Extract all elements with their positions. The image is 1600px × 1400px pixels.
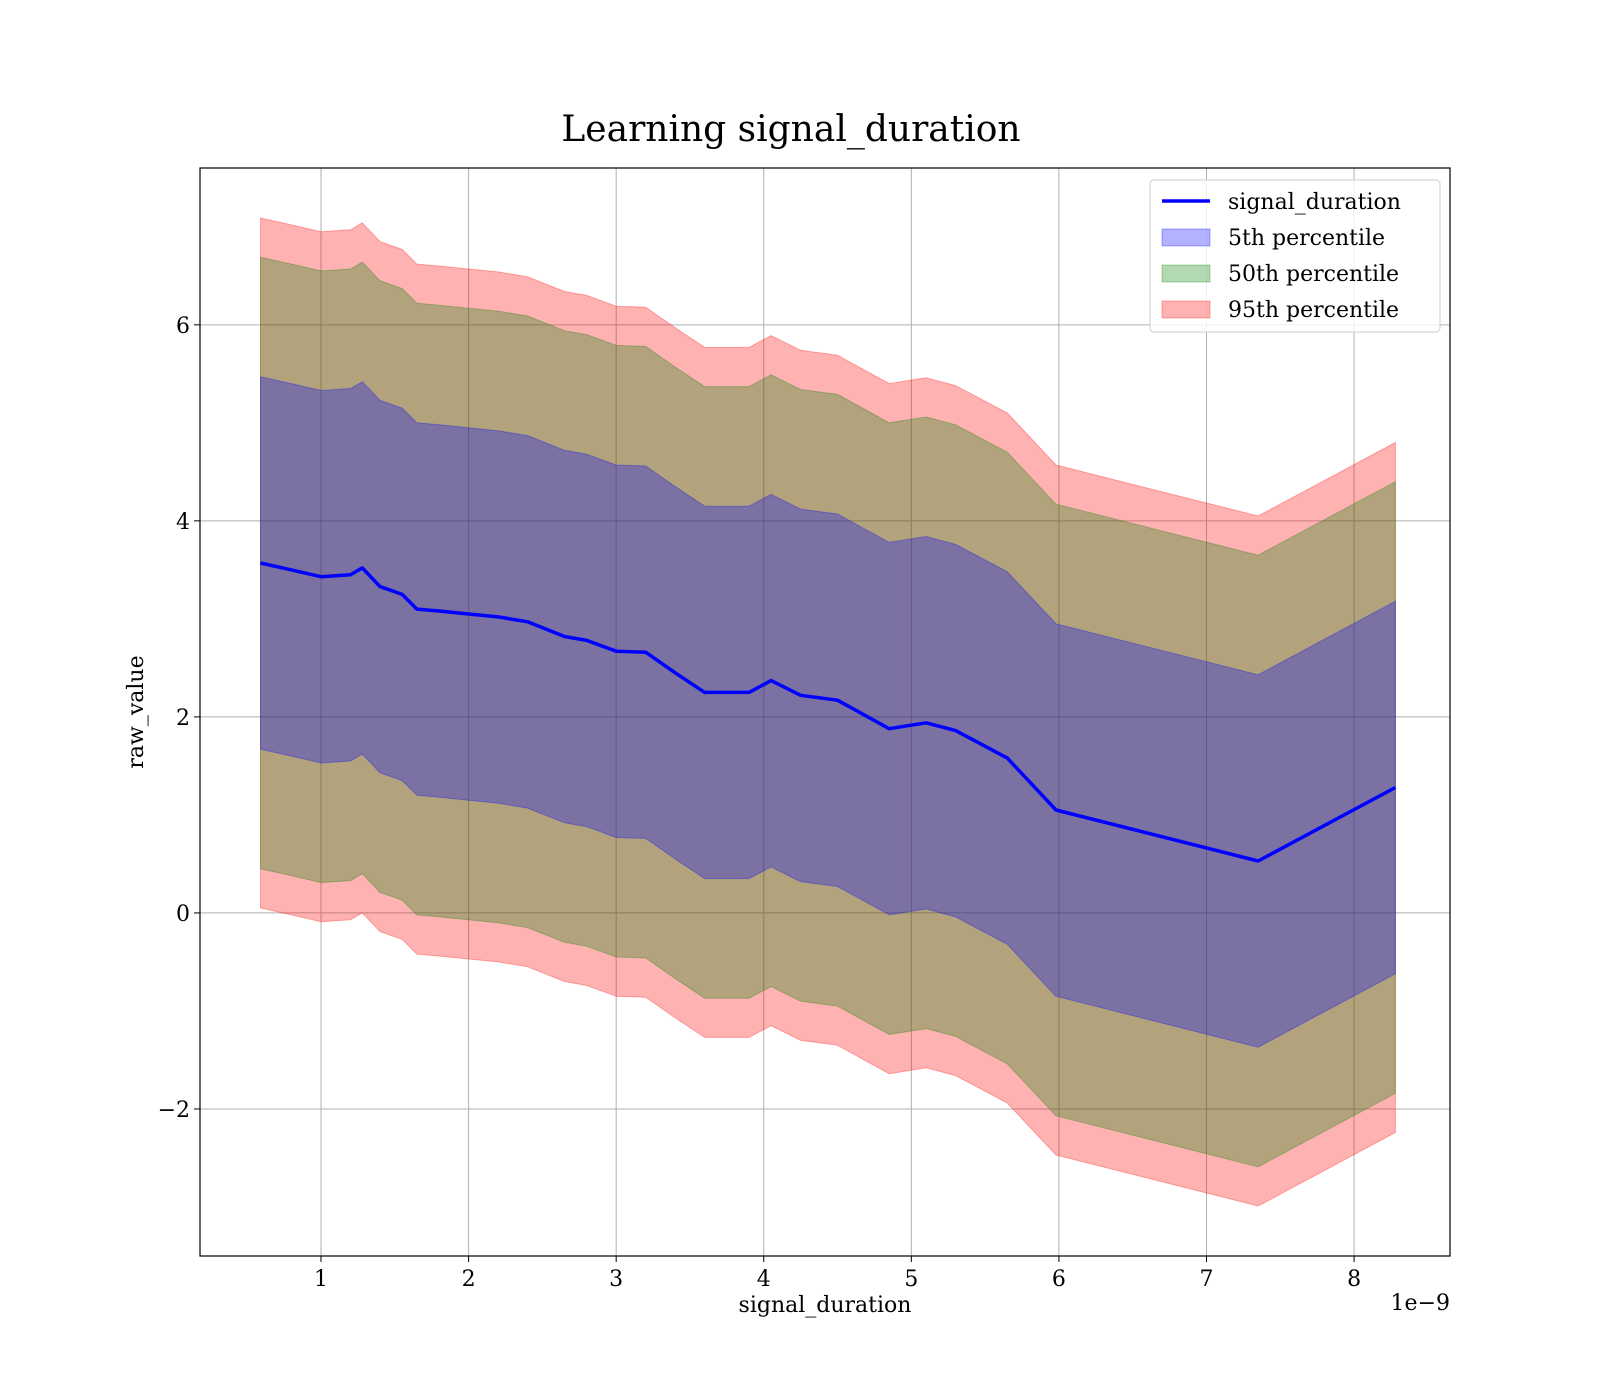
legend-label: 95th percentile xyxy=(1228,298,1399,323)
y-tick-label: 4 xyxy=(176,510,190,535)
x-tick-label: 5 xyxy=(904,1267,918,1292)
signal-duration-line xyxy=(260,561,1397,863)
band-95th-percentile xyxy=(260,217,1396,1207)
x-tick-label: 7 xyxy=(1199,1267,1213,1292)
y-axis-ticks: −2 0 2 4 6 xyxy=(158,314,200,1123)
legend: signal_duration 5th percentile 50th percen… xyxy=(1149,179,1441,333)
legend-swatch-band xyxy=(1161,264,1211,283)
y-tick-label: 0 xyxy=(176,902,190,927)
chart-title: Learning signal_duration xyxy=(561,109,1020,150)
legend-label: 50th percentile xyxy=(1228,262,1399,287)
percentile-bands xyxy=(260,217,1396,1207)
legend-swatch-band xyxy=(1161,300,1211,319)
x-axis-label: signal_duration xyxy=(739,1293,912,1318)
x-axis-ticks: 1 2 3 4 5 6 7 8 xyxy=(314,1256,1361,1292)
x-tick-label: 6 xyxy=(1052,1267,1066,1292)
legend-label: signal_duration xyxy=(1228,190,1401,215)
x-tick-label: 3 xyxy=(609,1267,623,1292)
band-5th-percentile xyxy=(260,376,1396,1048)
x-tick-label: 4 xyxy=(757,1267,771,1292)
legend-label: 5th percentile xyxy=(1228,226,1385,251)
band-50th-percentile xyxy=(260,256,1396,1168)
y-tick-label: 2 xyxy=(176,706,190,731)
x-tick-label: 8 xyxy=(1347,1267,1361,1292)
x-tick-label: 2 xyxy=(462,1267,476,1292)
plot-frame xyxy=(199,167,1451,1257)
x-tick-label: 1 xyxy=(314,1267,328,1292)
y-tick-label: −2 xyxy=(158,1098,190,1123)
legend-frame xyxy=(1149,179,1441,333)
series-lines xyxy=(260,561,1397,863)
y-tick-label: 6 xyxy=(176,314,190,339)
x-axis-offset-label: 1e−9 xyxy=(1391,1291,1450,1316)
legend-swatch-band xyxy=(1161,228,1211,247)
y-axis-label: raw_value xyxy=(124,655,149,768)
